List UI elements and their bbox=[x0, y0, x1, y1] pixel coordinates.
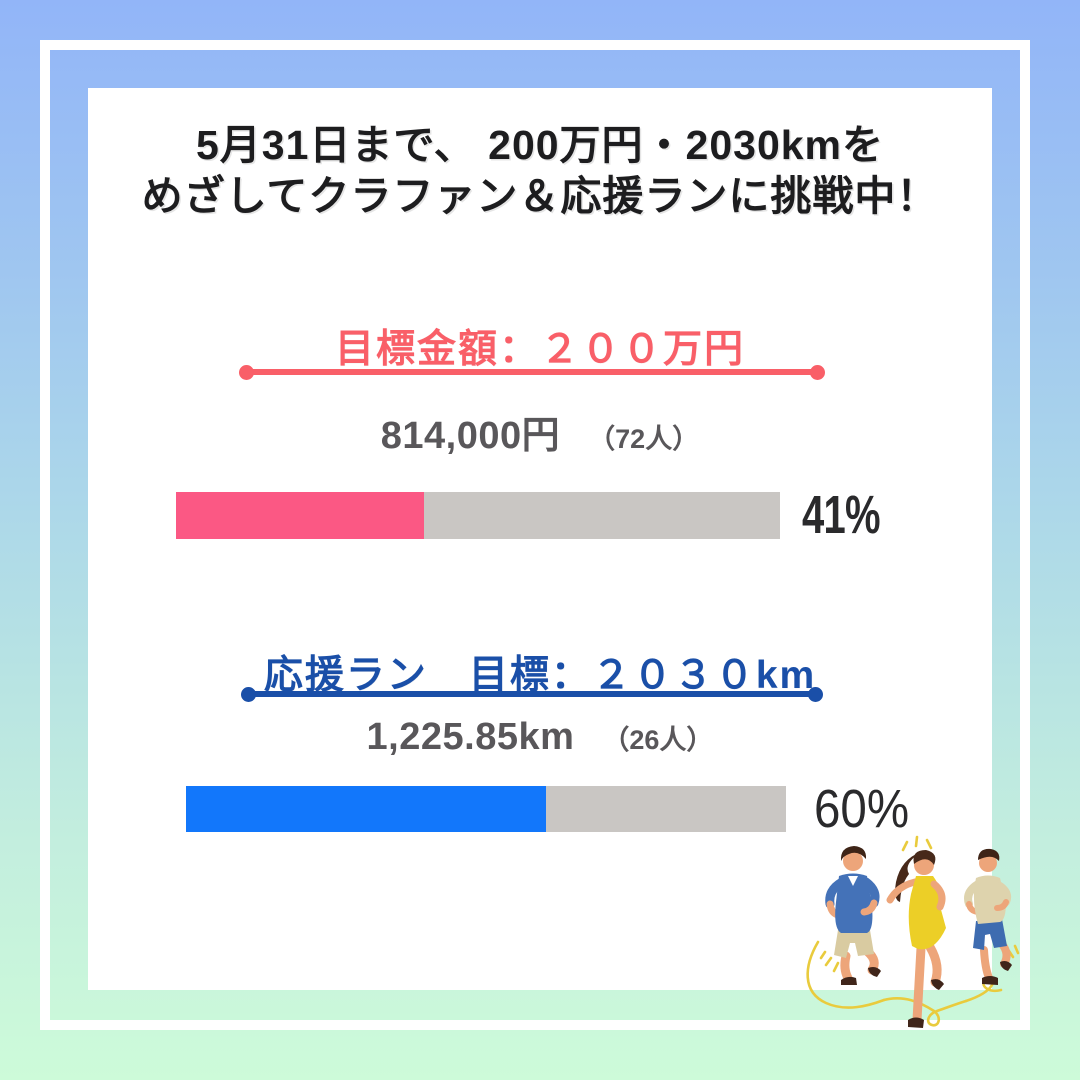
run-progress-bar bbox=[186, 786, 786, 832]
content-card: 5月31日まで、 200万円・2030kmを めざしてクラファン＆応援ランに挑戦… bbox=[88, 88, 992, 990]
runner-yellow-dress bbox=[886, 850, 946, 1028]
run-goal-heading: 応援ラン 目標：２０３０km bbox=[263, 654, 817, 697]
funding-progress-fill bbox=[176, 492, 424, 539]
run-percent-label: 60% bbox=[814, 779, 910, 839]
runners-illustration bbox=[806, 835, 1020, 1028]
funding-current-amount: 814,000円 bbox=[380, 415, 561, 457]
page-title-line-1: 5月31日まで、 200万円・2030kmを bbox=[195, 122, 885, 168]
funding-progress-bar bbox=[176, 492, 780, 539]
page-title-line-2: めざしてクラファン＆応援ランに挑戦中！ bbox=[141, 173, 939, 219]
run-current-distance: 1,225.85km bbox=[366, 716, 575, 758]
page-title: 5月31日まで、 200万円・2030kmを めざしてクラファン＆応援ランに挑戦… bbox=[88, 120, 992, 222]
run-heading-underline bbox=[241, 686, 823, 702]
sparkle-icon bbox=[819, 835, 1020, 973]
funding-amount-row: 814,000円 （72人） bbox=[88, 404, 992, 459]
run-amount-row: 1,225.85km （26人） bbox=[88, 716, 992, 759]
runner-blue-shorts bbox=[964, 848, 1012, 985]
funding-percent-label: 41% bbox=[802, 485, 881, 545]
run-progress-fill bbox=[186, 786, 546, 832]
funding-heading-underline bbox=[239, 364, 825, 380]
funding-goal-heading: 目標金額：２００万円 bbox=[334, 328, 745, 371]
runner-blue-shirt bbox=[825, 846, 881, 985]
funding-supporters-count: （72人） bbox=[588, 424, 700, 454]
run-participants-count: （26人） bbox=[602, 725, 714, 755]
